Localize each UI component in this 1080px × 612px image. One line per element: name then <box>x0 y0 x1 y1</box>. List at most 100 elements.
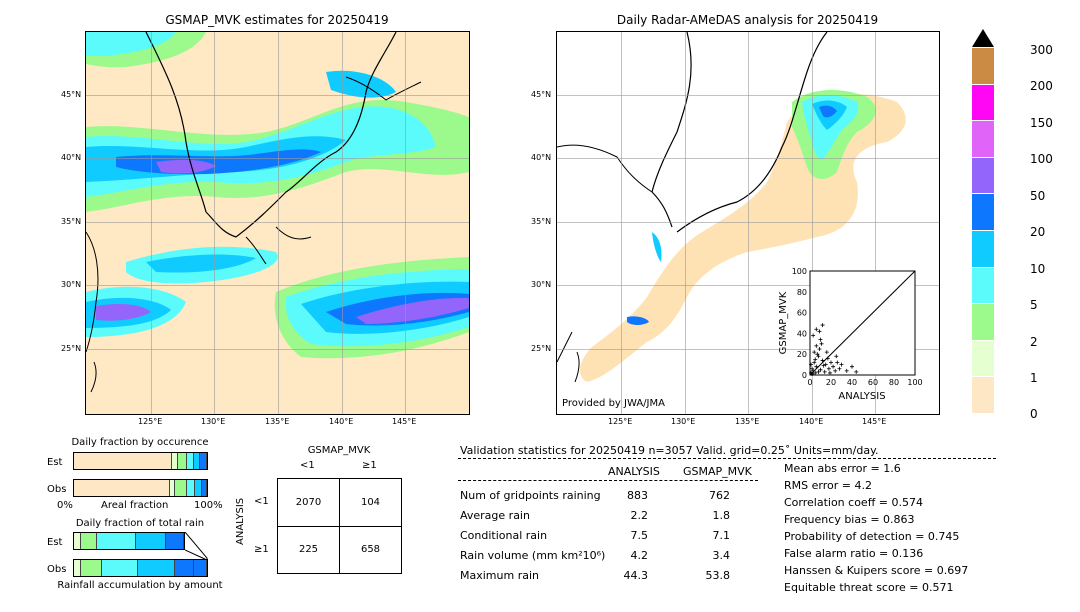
total-rain-row-label: Obs <box>47 564 67 575</box>
contingency-col-lt: <1 <box>300 460 315 471</box>
scatter-point <box>837 366 842 371</box>
scatter-point <box>821 363 826 368</box>
scatter-point <box>854 369 859 374</box>
total-rain-row-label: Est <box>47 537 63 548</box>
radar-credit: Provided by JWA/JMA <box>562 398 665 409</box>
score-mean-abs-error: Mean abs error = 1.6 <box>784 462 901 475</box>
contingency-row-header: ANALYSIS <box>235 497 246 545</box>
contingency-col-header: GSMAP_MVK <box>307 445 371 456</box>
validation-row-analysis: 2.2 <box>630 509 649 522</box>
contingency-cell-hits-neg: 2070 <box>295 497 322 508</box>
scatter-point <box>820 358 825 363</box>
scatter-point <box>818 367 823 372</box>
left-lon-label: 145°E <box>392 417 417 426</box>
validation-row-label: Maximum rain <box>460 569 539 582</box>
left-lon-label: 140°E <box>329 417 354 426</box>
scatter-point <box>822 369 827 374</box>
total-rain-footer: Rainfall accumulation by amount <box>57 580 223 591</box>
validation-row-label: Conditional rain <box>460 529 548 542</box>
colorbar-segment <box>972 47 994 84</box>
validation-row-gsmap: 53.8 <box>705 569 731 582</box>
scatter-y-tick: 40 <box>797 329 807 338</box>
validation-row-gsmap: 1.8 <box>712 509 731 522</box>
right-lat-label: 25°N <box>531 344 552 353</box>
colorbar-label: 0 <box>1030 407 1038 421</box>
scatter-point <box>810 366 815 371</box>
score-ets: Equitable threat score = 0.571 <box>784 581 954 594</box>
scatter-point <box>850 364 854 369</box>
scatter-x-tick: 0 <box>807 378 812 387</box>
scatter-point <box>812 360 817 365</box>
validation-row-gsmap: 7.1 <box>712 529 731 542</box>
scatter-point <box>825 356 830 361</box>
contingency-cell-false-alarm: 104 <box>360 497 381 508</box>
scatter-point <box>829 360 833 365</box>
colorbar-label: 1 <box>1030 371 1038 385</box>
colorbar-segment <box>972 303 994 340</box>
scatter-point <box>823 362 828 367</box>
score-rms-error: RMS error = 4.2 <box>784 479 872 492</box>
scatter-point <box>816 354 821 359</box>
scatter-point <box>833 368 838 373</box>
score-hk: Hanssen & Kuipers score = 0.697 <box>784 564 969 577</box>
left-lat-label: 30°N <box>61 280 82 289</box>
occurrence-obs-bar <box>73 479 208 497</box>
scatter-point <box>816 369 821 374</box>
colorbar-segment <box>972 120 994 157</box>
total-rain-obs-bar <box>73 559 208 577</box>
scatter-point <box>844 368 849 373</box>
colorbar-extend-triangle <box>972 29 994 47</box>
scatter-point <box>811 368 816 373</box>
colorbar-label: 50 <box>1030 189 1046 203</box>
colorbar-label: 300 <box>1030 43 1053 57</box>
scatter-point <box>813 357 818 362</box>
colorbar-segment <box>972 376 994 413</box>
scatter-point <box>814 364 819 369</box>
contingency-cell-hit: 658 <box>360 544 381 555</box>
validation-row-analysis: 44.3 <box>623 569 649 582</box>
score-frequency-bias: Frequency bias = 0.863 <box>784 513 915 526</box>
colorbar-segment <box>972 83 994 121</box>
scatter-x-tick: 40 <box>847 378 857 387</box>
scatter-point <box>814 327 819 332</box>
scatter-point <box>839 362 844 367</box>
scatter-plot: 00 20 20 40 40 60 60 80 80 100 100 ANALYSIS GSMAP_… <box>778 267 923 402</box>
validation-row-analysis: 883 <box>627 489 648 502</box>
scatter-y-tick: 0 <box>802 371 807 380</box>
score-pod: Probability of detection = 0.745 <box>784 530 960 543</box>
occurrence-axis-right: 100% <box>194 500 223 511</box>
scatter-y-tick: 20 <box>797 350 807 359</box>
scatter-ylabel: GSMAP_MVK <box>778 291 789 354</box>
scatter-point <box>817 329 822 334</box>
validation-row-gsmap: 3.4 <box>712 549 731 562</box>
colorbar-segment <box>972 230 994 267</box>
occurrence-axis-left: 0% <box>57 500 73 511</box>
validation-col-gsmap: GSMAP_MVK <box>683 465 752 478</box>
colorbar-label: 5 <box>1030 298 1038 312</box>
scatter-point <box>834 354 839 359</box>
score-far: False alarm ratio = 0.136 <box>784 547 924 560</box>
colorbar-label: 10 <box>1030 262 1046 276</box>
left-lon-label: 125°E <box>138 417 163 426</box>
right-lat-label: 30°N <box>531 280 552 289</box>
colorbar-label: 2 <box>1030 335 1038 349</box>
validation-header: Validation statistics for 20250419 n=305… <box>460 444 879 457</box>
right-map: Provided by JWA/JMA <box>556 31 940 415</box>
colorbar-label: 150 <box>1030 116 1053 130</box>
right-lon-label: 135°E <box>735 417 760 426</box>
scatter-point <box>809 370 814 375</box>
left-map-title: GSMAP_MVK estimates for 20250419 <box>165 13 389 27</box>
right-lon-label: 130°E <box>671 417 696 426</box>
left-lon-label: 130°E <box>201 417 226 426</box>
left-lat-label: 40°N <box>61 153 82 162</box>
scatter-point <box>820 323 825 328</box>
left-map <box>85 31 470 415</box>
contingency-table: 2070 104 225 658 <box>277 478 402 574</box>
scatter-point <box>819 341 824 346</box>
validation-col-analysis: ANALYSIS <box>608 465 660 478</box>
validation-row-label: Num of gridpoints raining <box>460 489 601 502</box>
scatter-point <box>818 337 823 342</box>
contingency-cell-miss: 225 <box>298 544 319 555</box>
occurrence-title: Daily fraction by occurence <box>71 437 209 448</box>
scatter-point <box>811 333 816 338</box>
